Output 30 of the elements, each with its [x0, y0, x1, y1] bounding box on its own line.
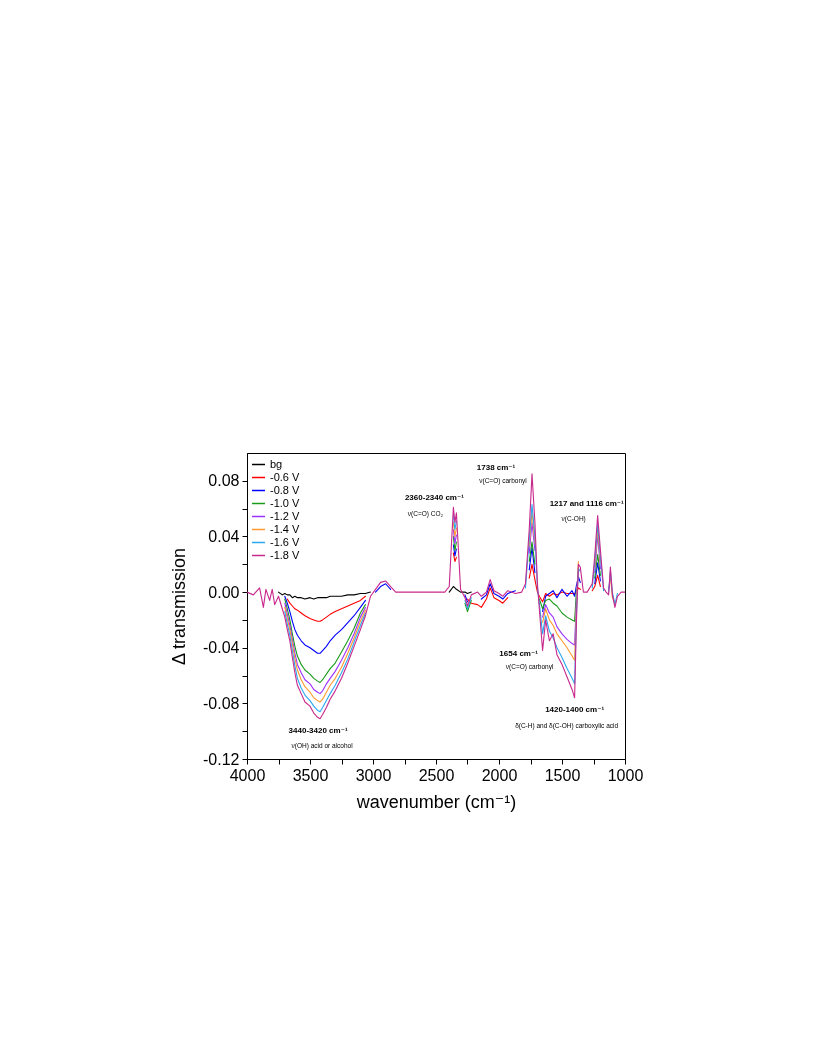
- y-tick-label: 0.04: [208, 527, 240, 545]
- x-axis-title: wavenumber (cm⁻¹): [355, 791, 517, 812]
- y-tick-label: 0.00: [208, 583, 240, 601]
- annotation: 3440-3420 cm⁻¹: [288, 725, 348, 735]
- x-tick-label: 2000: [481, 766, 518, 784]
- y-axis-title: Δ transmission: [169, 547, 190, 666]
- x-tick-label: 4000: [229, 766, 266, 784]
- legend-label: -0.6 V: [270, 470, 301, 483]
- y-tick-label: 0.08: [208, 472, 240, 490]
- legend-label: -1.8 V: [270, 548, 301, 561]
- annotation: 1738 cm⁻¹: [476, 462, 516, 472]
- legend-label: -1.4 V: [270, 522, 301, 535]
- legend-label: -1.0 V: [270, 496, 301, 509]
- annotation: 1420-1400 cm⁻¹: [545, 704, 605, 714]
- legend-label: -0.8 V: [270, 483, 301, 496]
- legend-label: -1.2 V: [270, 509, 301, 522]
- legend-label: -1.6 V: [270, 535, 301, 548]
- y-tick-label: -0.08: [203, 694, 240, 712]
- annotation: 1654 cm⁻¹: [499, 648, 539, 658]
- x-tick-label: 3500: [292, 766, 329, 784]
- line-series: [247, 473, 625, 720]
- annotation: 2360-2340 cm⁻¹: [404, 493, 465, 503]
- annotation: 1217 and 1116 cm⁻¹: [549, 498, 625, 508]
- y-tick-label: -0.04: [203, 639, 240, 657]
- x-tick-label: 1000: [607, 766, 644, 784]
- x-tick-label: 3000: [355, 766, 392, 784]
- x-tick-label: 1500: [544, 766, 581, 784]
- y-tick-label: -0.12: [203, 750, 240, 768]
- x-tick-label: 2500: [418, 766, 455, 784]
- legend-label: bg: [270, 457, 283, 470]
